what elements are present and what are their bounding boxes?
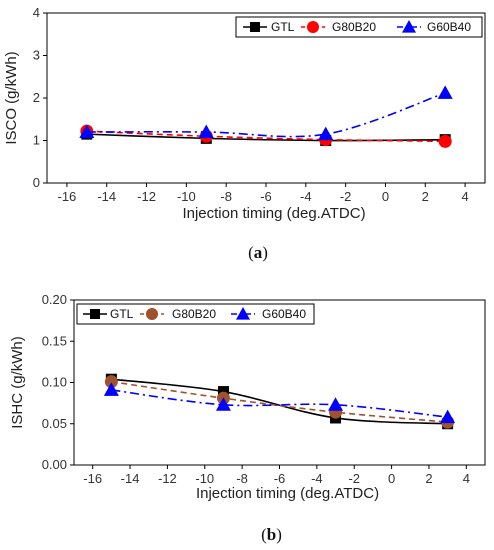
- x-tick-label: 2: [425, 471, 432, 486]
- legend-marker: [307, 21, 319, 33]
- legend-label: GTL: [110, 307, 134, 321]
- x-tick-label: -10: [195, 471, 214, 486]
- y-tick-label: 0.00: [42, 457, 67, 472]
- series-GTL: [81, 128, 451, 146]
- y-axis-title: ISHC (g/kWh): [9, 336, 26, 429]
- x-axis-title: Injection timing (deg.ATDC): [182, 205, 365, 222]
- x-tick-label: 0: [388, 471, 395, 486]
- data-point: [215, 397, 231, 411]
- x-tick-label: -16: [58, 189, 77, 204]
- x-axis-title: Injection timing (deg.ATDC): [196, 485, 379, 502]
- legend-label: G60B40: [427, 20, 471, 34]
- y-tick-label: 0.20: [42, 292, 67, 307]
- series-line: [86, 133, 446, 142]
- x-tick-label: -8: [236, 471, 248, 486]
- x-tick-label: -10: [177, 189, 196, 204]
- legend: GTL G80B20 G60B40: [235, 16, 483, 38]
- y-tick-label: 1: [33, 133, 40, 148]
- data-point: [318, 126, 334, 141]
- x-tick-label: 2: [422, 189, 429, 204]
- panel-caption: (a): [248, 243, 268, 262]
- data-point: [79, 124, 95, 138]
- plot-frame: [73, 299, 486, 466]
- y-tick-label: 4: [33, 5, 40, 20]
- data-point: [217, 386, 229, 398]
- data-point: [437, 85, 453, 99]
- data-point: [438, 134, 452, 148]
- series-line: [86, 130, 446, 143]
- chart-panel-a: -16 -14 -12 -10 -8 -6 -4 -2 0 2 4 0 1 2 3 4 Injection ti…: [3, 5, 486, 262]
- series-GTL: [105, 373, 454, 430]
- legend-box: [76, 303, 315, 325]
- y-tick-label: 0.10: [42, 375, 67, 390]
- x-tick-label: 4: [461, 189, 468, 204]
- data-point: [440, 409, 456, 424]
- y-tick-label: 3: [33, 48, 40, 63]
- x-tick-label: -6: [260, 189, 272, 204]
- legend-marker: [250, 22, 260, 32]
- y-axis-title: ISCO (g/kWh): [3, 51, 20, 144]
- x-tick-label: -2: [340, 189, 352, 204]
- y-tick-label: 0: [33, 175, 40, 190]
- legend: GTL G80B20 G60B40: [76, 303, 315, 325]
- x-tick-label: 4: [463, 471, 470, 486]
- x-tick-label: -16: [83, 471, 102, 486]
- x-tick-label: -12: [158, 471, 177, 486]
- x-tick-label: -12: [137, 189, 156, 204]
- series-line: [86, 92, 446, 138]
- legend-box: [235, 16, 483, 38]
- legend-marker: [146, 308, 158, 320]
- x-tick-label: -4: [311, 471, 323, 486]
- series-G60B40: [79, 85, 453, 141]
- series-line: [111, 380, 448, 423]
- data-point: [104, 375, 118, 389]
- data-point: [103, 382, 119, 396]
- series-G60B40: [103, 382, 456, 424]
- legend-label: G80B20: [332, 20, 376, 34]
- legend-marker: [402, 20, 416, 33]
- series-line: [111, 378, 448, 425]
- legend-label: G80B20: [172, 307, 216, 321]
- legend-marker: [236, 307, 250, 320]
- y-tick-label: 0.05: [42, 416, 67, 431]
- data-point: [328, 397, 344, 411]
- x-tick-label: -6: [274, 471, 286, 486]
- x-tick-label: -8: [220, 189, 232, 204]
- series-line: [111, 389, 448, 418]
- legend-label: G60B40: [262, 307, 306, 321]
- data-point: [198, 124, 214, 138]
- plot-frame: [46, 12, 486, 184]
- y-tick-label: 2: [33, 90, 40, 105]
- x-tick-label: -14: [97, 189, 116, 204]
- chart-panel-b: -16 -14 -12 -10 -8 -6 -4 -2 0 2 4 0.00 0.05 0.10 0.15 0…: [9, 292, 486, 544]
- legend-marker: [90, 309, 100, 319]
- x-tick-label: -4: [300, 189, 312, 204]
- y-tick-label: 0.15: [42, 333, 67, 348]
- x-tick-label: 0: [382, 189, 389, 204]
- x-tick-label: -2: [348, 471, 360, 486]
- x-tick-label: -14: [121, 471, 140, 486]
- panel-caption: (b): [261, 525, 282, 544]
- legend-label: GTL: [271, 20, 295, 34]
